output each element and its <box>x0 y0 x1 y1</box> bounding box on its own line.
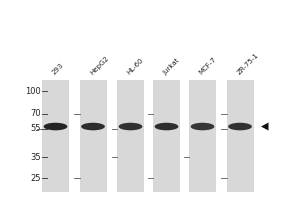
FancyBboxPatch shape <box>80 80 106 192</box>
FancyBboxPatch shape <box>189 80 216 192</box>
Ellipse shape <box>44 123 68 130</box>
Text: MCF-7: MCF-7 <box>198 56 218 76</box>
Ellipse shape <box>118 123 142 130</box>
Text: 70: 70 <box>30 109 40 118</box>
Text: 293: 293 <box>51 62 65 76</box>
Ellipse shape <box>190 123 214 130</box>
FancyBboxPatch shape <box>226 80 254 192</box>
Text: 100: 100 <box>25 87 40 96</box>
Polygon shape <box>261 123 268 131</box>
Text: HepG2: HepG2 <box>89 55 110 76</box>
FancyBboxPatch shape <box>153 80 180 192</box>
Text: Jurkat: Jurkat <box>162 57 181 76</box>
Text: ZR-75-1: ZR-75-1 <box>236 52 260 76</box>
Text: 35: 35 <box>30 153 40 162</box>
Text: 55: 55 <box>30 124 40 133</box>
Ellipse shape <box>81 123 105 130</box>
FancyBboxPatch shape <box>117 80 144 192</box>
Text: HL-60: HL-60 <box>126 57 145 76</box>
FancyBboxPatch shape <box>42 80 69 192</box>
Ellipse shape <box>154 123 178 130</box>
Text: 25: 25 <box>30 174 40 183</box>
Ellipse shape <box>228 123 252 130</box>
